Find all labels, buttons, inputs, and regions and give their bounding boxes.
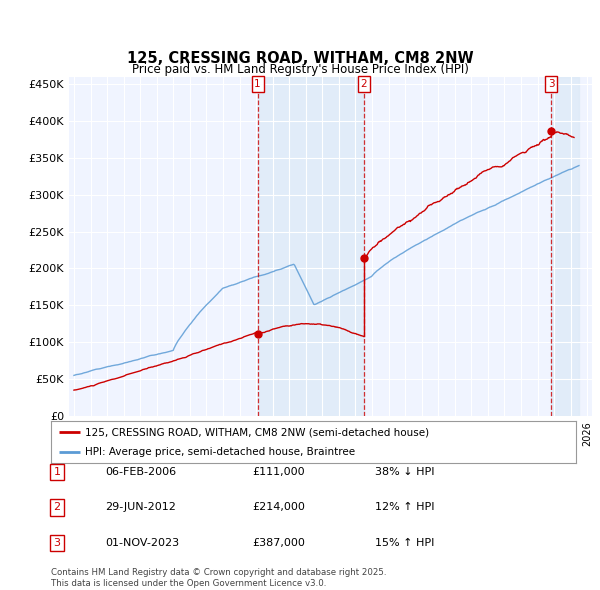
Bar [551, 77, 579, 416]
Text: 125, CRESSING ROAD, WITHAM, CM8 2NW: 125, CRESSING ROAD, WITHAM, CM8 2NW [127, 51, 473, 66]
Text: 06-FEB-2006: 06-FEB-2006 [105, 467, 176, 477]
Text: 3: 3 [53, 538, 61, 548]
Text: 15% ↑ HPI: 15% ↑ HPI [375, 538, 434, 548]
Text: Contains HM Land Registry data © Crown copyright and database right 2025.
This d: Contains HM Land Registry data © Crown c… [51, 568, 386, 588]
Text: 38% ↓ HPI: 38% ↓ HPI [375, 467, 434, 477]
Text: £214,000: £214,000 [252, 503, 305, 512]
Text: 1: 1 [254, 79, 261, 89]
Text: 01-NOV-2023: 01-NOV-2023 [105, 538, 179, 548]
Bar [257, 77, 364, 416]
Text: 3: 3 [548, 79, 555, 89]
Text: 1: 1 [53, 467, 61, 477]
Text: 29-JUN-2012: 29-JUN-2012 [105, 503, 176, 512]
Text: 2: 2 [361, 79, 367, 89]
Text: £111,000: £111,000 [252, 467, 305, 477]
Text: £387,000: £387,000 [252, 538, 305, 548]
Text: Price paid vs. HM Land Registry's House Price Index (HPI): Price paid vs. HM Land Registry's House … [131, 63, 469, 76]
Text: 2: 2 [53, 503, 61, 512]
Text: 125, CRESSING ROAD, WITHAM, CM8 2NW (semi-detached house): 125, CRESSING ROAD, WITHAM, CM8 2NW (sem… [85, 427, 429, 437]
Text: HPI: Average price, semi-detached house, Braintree: HPI: Average price, semi-detached house,… [85, 447, 355, 457]
Text: 12% ↑ HPI: 12% ↑ HPI [375, 503, 434, 512]
